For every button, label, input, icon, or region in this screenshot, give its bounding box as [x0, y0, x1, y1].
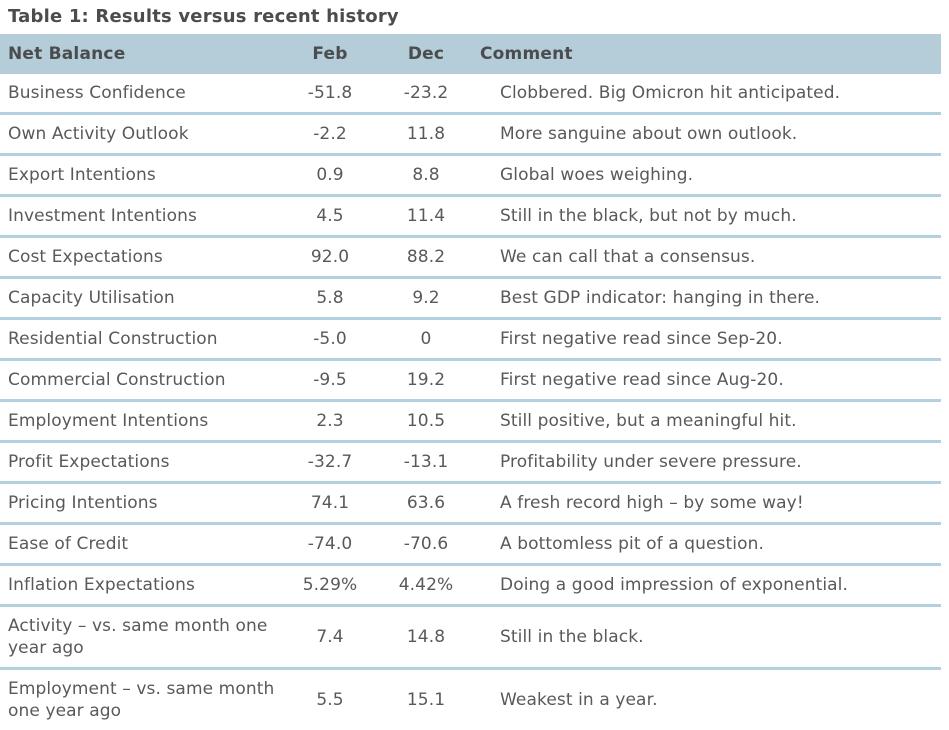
row-label-cell: Business Confidence — [0, 74, 280, 115]
row-label-cell: Export Intentions — [0, 154, 280, 197]
comment-cell: A bottomless pit of a question. — [472, 523, 941, 566]
table-title: Table 1: Results versus recent history — [8, 6, 399, 27]
dec-value-cell: 88.2 — [380, 236, 472, 279]
feb-value-cell: -9.5 — [280, 359, 380, 402]
dec-value-cell: 10.5 — [380, 400, 472, 443]
dec-value-cell: 63.6 — [380, 482, 472, 525]
table-row: Commercial Construction -9.5 19.2 First … — [0, 359, 941, 402]
comment-cell: More sanguine about own outlook. — [472, 113, 941, 156]
row-label-cell: Residential Construction — [0, 318, 280, 361]
row-label-cell: Investment Intentions — [0, 195, 280, 238]
comment-cell: Weakest in a year. — [472, 668, 941, 730]
table-row: Profit Expectations -32.7 -13.1 Profitab… — [0, 441, 941, 484]
feb-value-cell: -5.0 — [280, 318, 380, 361]
feb-value-cell: -74.0 — [280, 523, 380, 566]
row-label-cell: Commercial Construction — [0, 359, 280, 402]
comment-cell: Clobbered. Big Omicron hit anticipated. — [472, 74, 941, 115]
comment-cell: We can call that a consensus. — [472, 236, 941, 279]
table-row: Export Intentions 0.9 8.8 Global woes we… — [0, 154, 941, 197]
feb-value-cell: 5.29% — [280, 564, 380, 607]
table-row: Business Confidence -51.8 -23.2 Clobbere… — [0, 74, 941, 115]
comment-cell: Doing a good impression of exponential. — [472, 564, 941, 607]
row-label-cell: Pricing Intentions — [0, 482, 280, 525]
row-label-cell: Own Activity Outlook — [0, 113, 280, 156]
row-label-cell: Employment – vs. same month one year ago — [0, 668, 280, 730]
row-label-cell: Employment Intentions — [0, 400, 280, 443]
dec-value-cell: 9.2 — [380, 277, 472, 320]
feb-value-cell: 2.3 — [280, 400, 380, 443]
feb-value-cell: 7.4 — [280, 605, 380, 670]
table-row: Employment – vs. same month one year ago… — [0, 668, 941, 730]
comment-cell: Still in the black. — [472, 605, 941, 670]
comment-cell: Global woes weighing. — [472, 154, 941, 197]
row-label-cell: Inflation Expectations — [0, 564, 280, 607]
comment-cell: First negative read since Sep-20. — [472, 318, 941, 361]
table-row: Pricing Intentions 74.1 63.6 A fresh rec… — [0, 482, 941, 525]
feb-value-cell: -32.7 — [280, 441, 380, 484]
comment-cell: A fresh record high – by some way! — [472, 482, 941, 525]
column-header-comment: Comment — [472, 34, 941, 74]
feb-value-cell: 92.0 — [280, 236, 380, 279]
table-row: Investment Intentions 4.5 11.4 Still in … — [0, 195, 941, 238]
dec-value-cell: -70.6 — [380, 523, 472, 566]
table-row: Residential Construction -5.0 0 First ne… — [0, 318, 941, 361]
table-row: Own Activity Outlook -2.2 11.8 More sang… — [0, 113, 941, 156]
dec-value-cell: 15.1 — [380, 668, 472, 730]
dec-value-cell: 11.8 — [380, 113, 472, 156]
row-label-cell: Activity – vs. same month one year ago — [0, 605, 280, 670]
column-header-dec: Dec — [380, 34, 472, 74]
dec-value-cell: 14.8 — [380, 605, 472, 670]
comment-cell: Still in the black, but not by much. — [472, 195, 941, 238]
dec-value-cell: -23.2 — [380, 74, 472, 115]
dec-value-cell: 8.8 — [380, 154, 472, 197]
row-label-cell: Capacity Utilisation — [0, 277, 280, 320]
table-row: Cost Expectations 92.0 88.2 We can call … — [0, 236, 941, 279]
results-table: Net Balance Feb Dec Comment Business Con… — [0, 34, 941, 730]
dec-value-cell: 0 — [380, 318, 472, 361]
feb-value-cell: -51.8 — [280, 74, 380, 115]
feb-value-cell: 74.1 — [280, 482, 380, 525]
dec-value-cell: 11.4 — [380, 195, 472, 238]
dec-value-cell: 4.42% — [380, 564, 472, 607]
row-label-cell: Profit Expectations — [0, 441, 280, 484]
table-row: Employment Intentions 2.3 10.5 Still pos… — [0, 400, 941, 443]
feb-value-cell: 0.9 — [280, 154, 380, 197]
table-body: Business Confidence -51.8 -23.2 Clobbere… — [0, 74, 941, 730]
dec-value-cell: -13.1 — [380, 441, 472, 484]
comment-cell: Best GDP indicator: hanging in there. — [472, 277, 941, 320]
feb-value-cell: 4.5 — [280, 195, 380, 238]
dec-value-cell: 19.2 — [380, 359, 472, 402]
row-label-cell: Ease of Credit — [0, 523, 280, 566]
table-row: Capacity Utilisation 5.8 9.2 Best GDP in… — [0, 277, 941, 320]
feb-value-cell: 5.5 — [280, 668, 380, 730]
feb-value-cell: 5.8 — [280, 277, 380, 320]
feb-value-cell: -2.2 — [280, 113, 380, 156]
row-label-cell: Cost Expectations — [0, 236, 280, 279]
comment-cell: Profitability under severe pressure. — [472, 441, 941, 484]
table-row: Ease of Credit -74.0 -70.6 A bottomless … — [0, 523, 941, 566]
header-row: Net Balance Feb Dec Comment — [0, 34, 941, 74]
column-header-net-balance: Net Balance — [0, 34, 280, 74]
comment-cell: Still positive, but a meaningful hit. — [472, 400, 941, 443]
comment-cell: First negative read since Aug-20. — [472, 359, 941, 402]
table-row: Inflation Expectations 5.29% 4.42% Doing… — [0, 564, 941, 607]
table-row: Activity – vs. same month one year ago 7… — [0, 605, 941, 670]
column-header-feb: Feb — [280, 34, 380, 74]
